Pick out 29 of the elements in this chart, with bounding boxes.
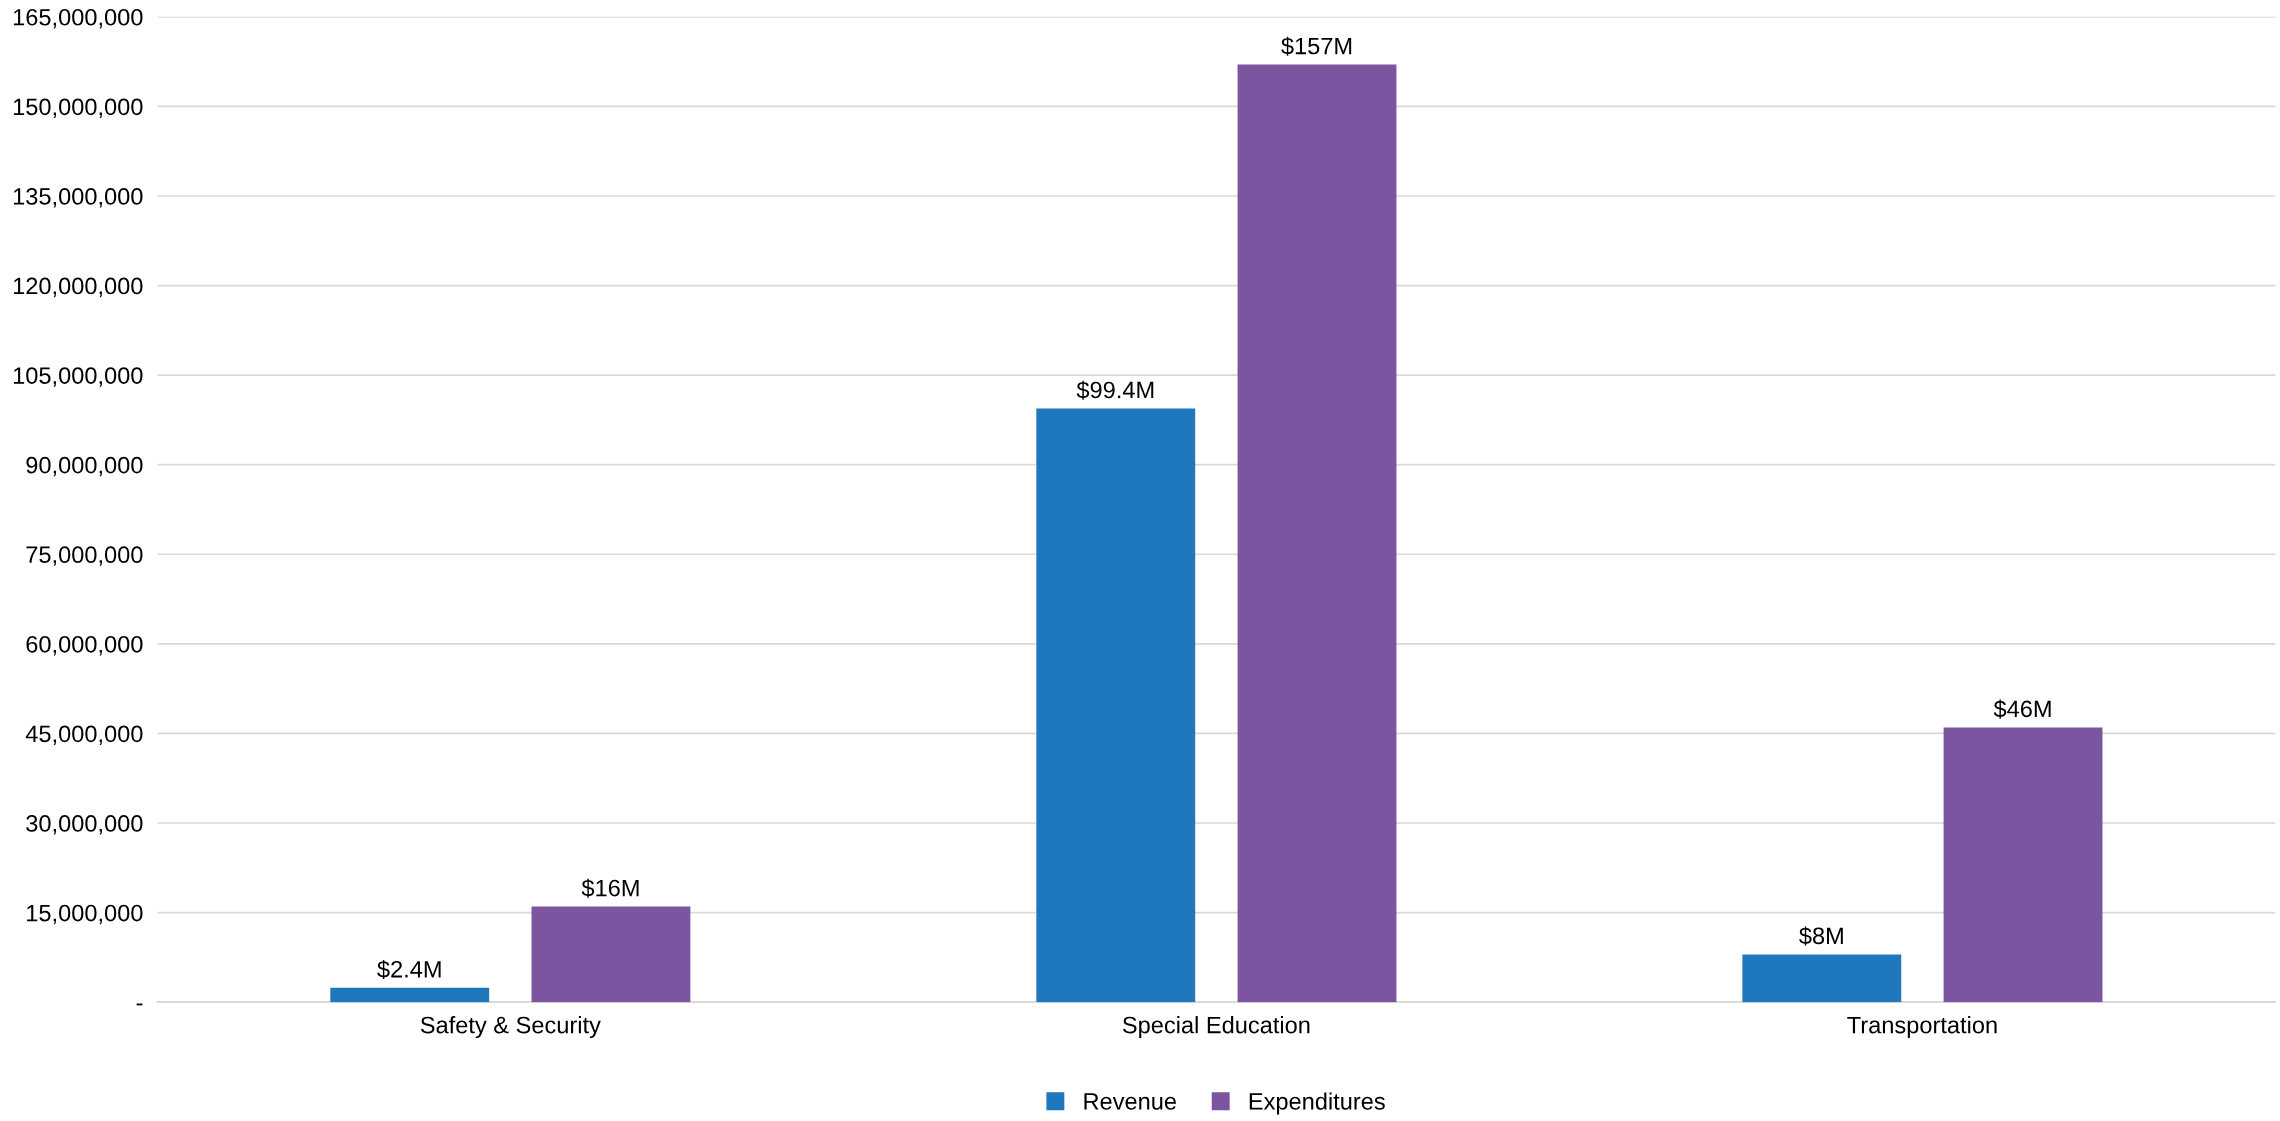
data-label: $99.4M [1076, 380, 1154, 400]
y-tick-label: 30,000,000 [26, 815, 143, 835]
y-tick-label: 105,000,000 [13, 367, 143, 387]
bar [1943, 727, 2103, 1003]
y-tick-label: 15,000,000 [27, 904, 143, 925]
bar [1742, 954, 1902, 1003]
data-label: $8M [1799, 926, 1843, 946]
y-tick-label: 165,000,000 [13, 8, 143, 29]
legend-label: Revenue [1084, 1093, 1176, 1110]
y-tick-label: 90,000,000 [26, 456, 143, 477]
bar [531, 906, 691, 1003]
y-tick-label: 150,000,000 [13, 98, 143, 118]
x-tick-label: Special Education [1122, 1016, 1310, 1039]
data-label: $16M [581, 878, 639, 898]
data-label: $2.4M [377, 959, 441, 980]
bar [330, 987, 490, 1003]
data-label: $46M [1993, 699, 2051, 719]
y-tick-label: 120,000,000 [13, 277, 143, 298]
y-tick-label: 75,000,000 [26, 546, 143, 566]
bar [1036, 408, 1196, 1003]
y-tick-label: 135,000,000 [13, 188, 143, 208]
legend-label: Expenditures [1249, 1092, 1385, 1115]
y-tick-label: 45,000,000 [25, 725, 143, 746]
data-label: $157M [1281, 36, 1352, 56]
y-tick-label: - [136, 1003, 143, 1006]
x-tick-label: Safety & Security [420, 1016, 601, 1039]
bar [1237, 64, 1397, 1003]
x-tick-label: Transportation [1847, 1016, 1997, 1039]
y-tick-label: 60,000,000 [26, 635, 143, 656]
